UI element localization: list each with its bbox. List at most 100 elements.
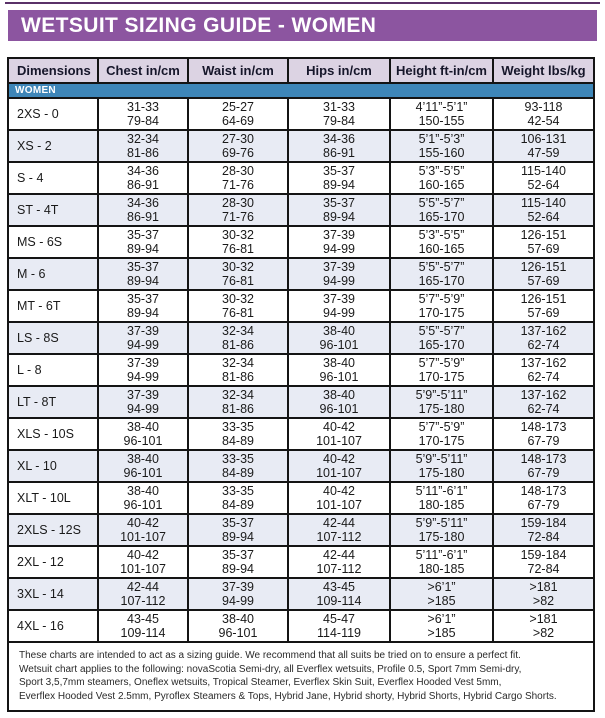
table-cell-chest: 35-37 89-94 [97, 225, 189, 259]
size-label: LT - 8T [9, 385, 99, 419]
table-header-row: Dimensions Chest in/cm Waist in/cm Hips … [9, 59, 593, 84]
table-cell-height: 5’9”-5’11” 175-180 [389, 385, 494, 419]
sizing-table: Dimensions Chest in/cm Waist in/cm Hips … [9, 59, 593, 643]
table-cell-chest: 40-42 101-107 [97, 513, 189, 547]
table-cell-waist: 28-30 71-76 [187, 161, 289, 195]
table-cell-weight: 137-162 62-74 [492, 385, 593, 419]
size-table-body: 2XS - 0 31-33 79-84 25-27 64-69 31-33 79-84… [9, 97, 593, 643]
table-cell-height: 5’5”-5’7” 165-170 [389, 257, 494, 291]
table-cell-weight: 148-173 67-79 [492, 481, 593, 515]
table-cell-hips: 38-40 96-101 [287, 385, 391, 419]
footer-note-line: These charts are intended to act as a si… [19, 650, 521, 661]
table-cell-height: 5’11”-6’1” 180-185 [389, 481, 494, 515]
table-cell-waist: 35-37 89-94 [187, 545, 289, 579]
table-cell-height: 5’3”-5’5” 160-165 [389, 225, 494, 259]
table-row: 4XL - 16 43-45 109-114 38-40 96-101 45-47 1… [9, 609, 593, 643]
table-cell-waist: 37-39 94-99 [187, 577, 289, 611]
table-row: M - 6 35-37 89-94 30-32 76-81 37-39 94-99 5… [9, 257, 593, 291]
table-cell-hips: 37-39 94-99 [287, 257, 391, 291]
table-cell-height: 5’9”-5’11” 175-180 [389, 449, 494, 483]
size-label: MS - 6S [9, 225, 99, 259]
table-cell-height: 5’3”-5’5” 160-165 [389, 161, 494, 195]
size-label: 4XL - 16 [9, 609, 99, 643]
table-cell-hips: 31-33 79-84 [287, 97, 391, 131]
table-cell-height: 5’11”-6’1” 180-185 [389, 545, 494, 579]
size-label: LS - 8S [9, 321, 99, 355]
table-cell-chest: 34-36 86-91 [97, 193, 189, 227]
size-label: ST - 4T [9, 193, 99, 227]
size-label: M - 6 [9, 257, 99, 291]
table-cell-hips: 38-40 96-101 [287, 353, 391, 387]
table-cell-chest: 37-39 94-99 [97, 321, 189, 355]
table-cell-weight: 93-118 42-54 [492, 97, 593, 131]
table-cell-height: 5’5”-5’7” 165-170 [389, 193, 494, 227]
table-row: XL - 10 38-40 96-101 33-35 84-89 40-42 101-… [9, 449, 593, 483]
table-cell-chest: 40-42 101-107 [97, 545, 189, 579]
size-label: 2XLS - 12S [9, 513, 99, 547]
table-cell-chest: 35-37 89-94 [97, 289, 189, 323]
table-cell-weight: 115-140 52-64 [492, 161, 593, 195]
table-cell-chest: 32-34 81-86 [97, 129, 189, 163]
table-row: XLS - 10S 38-40 96-101 33-35 84-89 40-42 10… [9, 417, 593, 451]
table-cell-waist: 38-40 96-101 [187, 609, 289, 643]
table-row: LT - 8T 37-39 94-99 32-34 81-86 38-40 96-10… [9, 385, 593, 419]
table-cell-waist: 35-37 89-94 [187, 513, 289, 547]
table-cell-hips: 38-40 96-101 [287, 321, 391, 355]
table-row: ST - 4T 34-36 86-91 28-30 71-76 35-37 89-94… [9, 193, 593, 227]
table-cell-waist: 33-35 84-89 [187, 449, 289, 483]
size-label: XLS - 10S [9, 417, 99, 451]
table-cell-chest: 43-45 109-114 [97, 609, 189, 643]
table-cell-weight: 159-184 72-84 [492, 545, 593, 579]
table-cell-weight: 115-140 52-64 [492, 193, 593, 227]
table-cell-chest: 37-39 94-99 [97, 353, 189, 387]
table-cell-weight: 126-151 57-69 [492, 225, 593, 259]
table-cell-hips: 34-36 86-91 [287, 129, 391, 163]
table-cell-waist: 30-32 76-81 [187, 257, 289, 291]
table-cell-hips: 40-42 101-107 [287, 417, 391, 451]
table-cell-chest: 42-44 107-112 [97, 577, 189, 611]
section-label: WOMEN [9, 82, 593, 99]
table-cell-chest: 34-36 86-91 [97, 161, 189, 195]
table-cell-chest: 38-40 96-101 [97, 417, 189, 451]
table-cell-height: 5’5”-5’7” 165-170 [389, 321, 494, 355]
table-cell-waist: 33-35 84-89 [187, 481, 289, 515]
page-title: WETSUIT SIZING GUIDE - WOMEN [21, 13, 377, 37]
top-accent-rule [5, 2, 600, 4]
table-row: 3XL - 14 42-44 107-112 37-39 94-99 43-45 10… [9, 577, 593, 611]
footer-note-line: Everflex Hooded Vest 2.5mm, Pyroflex Ste… [19, 690, 557, 702]
table-cell-chest: 37-39 94-99 [97, 385, 189, 419]
table-row: 2XS - 0 31-33 79-84 25-27 64-69 31-33 79-84… [9, 97, 593, 131]
table-cell-waist: 32-34 81-86 [187, 353, 289, 387]
table-cell-height: 4’11”-5’1” 150-155 [389, 97, 494, 131]
table-cell-waist: 32-34 81-86 [187, 385, 289, 419]
table-cell-height: 5’7”-5’9” 170-175 [389, 353, 494, 387]
table-cell-waist: 30-32 76-81 [187, 289, 289, 323]
table-cell-weight: >181 >82 [492, 577, 593, 611]
table-cell-hips: 37-39 94-99 [287, 289, 391, 323]
table-cell-hips: 40-42 101-107 [287, 449, 391, 483]
table-row: S - 4 34-36 86-91 28-30 71-76 35-37 89-94 5… [9, 161, 593, 195]
column-header-waist: Waist in/cm [187, 59, 289, 84]
table-cell-weight: 126-151 57-69 [492, 257, 593, 291]
table-cell-waist: 33-35 84-89 [187, 417, 289, 451]
table-cell-height: 5’7”-5’9” 170-175 [389, 417, 494, 451]
table-row: XS - 2 32-34 81-86 27-30 69-76 34-36 86-91 … [9, 129, 593, 163]
table-row: L - 8 37-39 94-99 32-34 81-86 38-40 96-101 … [9, 353, 593, 387]
table-row: MT - 6T 35-37 89-94 30-32 76-81 37-39 94-99… [9, 289, 593, 323]
table-cell-chest: 35-37 89-94 [97, 257, 189, 291]
column-header-height: Height ft-in/cm [389, 59, 494, 84]
size-label: L - 8 [9, 353, 99, 387]
table-cell-waist: 25-27 64-69 [187, 97, 289, 131]
table-row: LS - 8S 37-39 94-99 32-34 81-86 38-40 96-10… [9, 321, 593, 355]
table-cell-waist: 32-34 81-86 [187, 321, 289, 355]
table-row: 2XLS - 12S 40-42 101-107 35-37 89-94 42-44… [9, 513, 593, 547]
size-label: MT - 6T [9, 289, 99, 323]
section-header-row: WOMEN [9, 82, 593, 99]
table-cell-weight: >181 >82 [492, 609, 593, 643]
table-cell-chest: 38-40 96-101 [97, 481, 189, 515]
column-header-chest: Chest in/cm [97, 59, 189, 84]
table-cell-height: 5’1”-5’3” 155-160 [389, 129, 494, 163]
sizing-chart: Dimensions Chest in/cm Waist in/cm Hips … [7, 57, 595, 712]
size-label: 3XL - 14 [9, 577, 99, 611]
table-cell-weight: 159-184 72-84 [492, 513, 593, 547]
